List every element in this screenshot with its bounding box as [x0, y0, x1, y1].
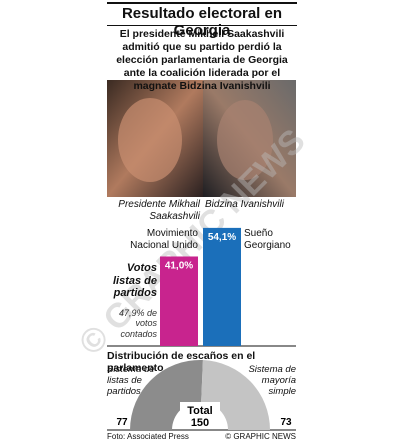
- value-label: 41,0%: [165, 260, 193, 271]
- category-label: Sueño Georgiano: [244, 228, 291, 251]
- seat-value: 77: [116, 417, 128, 428]
- seat-value: 73: [280, 417, 292, 428]
- seat-segment: [201, 360, 270, 430]
- bar: [160, 256, 198, 346]
- photo-caption: Bidzina Ivanishvili: [205, 199, 284, 210]
- source: Foto: Associated Press: [107, 432, 189, 441]
- photo-face: [217, 100, 273, 180]
- photo-face: [118, 98, 182, 182]
- bar-title: Votos listas de partidos: [112, 262, 157, 300]
- total-value: 150: [191, 417, 209, 429]
- total-label: Total: [187, 405, 212, 417]
- value-label: 54,1%: [208, 232, 236, 243]
- seats-title: Distribución de escaños en el parlamento: [107, 350, 256, 375]
- total-box: [180, 402, 220, 429]
- top-rule: [107, 2, 297, 4]
- title: Resultado electoral en Georgia: [121, 5, 283, 40]
- photo-caption: Presidente Mikhail Saakashvili: [118, 199, 200, 222]
- credit: © GRAPHIC NEWS: [225, 432, 296, 441]
- seats-category: Sistema de mayoría simple: [248, 364, 296, 397]
- title-rule: [107, 25, 297, 26]
- bar: [203, 227, 241, 346]
- seats-category: Sistema de listas de partidos: [107, 364, 155, 397]
- category-label: Movimiento Nacional Unido: [130, 228, 198, 251]
- seat-segment: [130, 360, 203, 430]
- annotation: 47,9% de votos contados: [118, 308, 157, 339]
- subtitle: El presidente Mikheil Saakashvili admiti…: [116, 28, 288, 92]
